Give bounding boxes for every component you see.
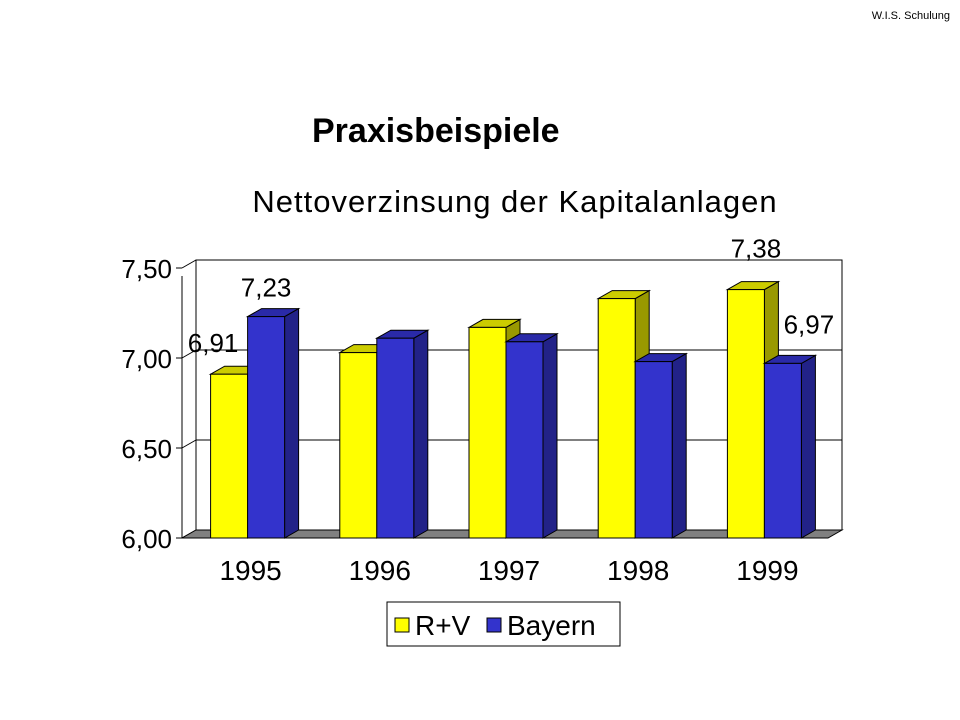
legend-label-bayern: Bayern — [507, 610, 596, 641]
bar-bayern-1996-side — [413, 329, 429, 539]
data-label: 7,38 — [731, 234, 782, 264]
chart-title: Nettoverzinsung der Kapitalanlagen — [252, 184, 777, 219]
data-label: 6,91 — [188, 328, 239, 358]
x-tick-label: 1996 — [349, 555, 411, 586]
bar-rv-1995 — [210, 373, 249, 539]
x-tick-label: 1999 — [736, 555, 798, 586]
y-tick-label: 6,50 — [121, 434, 172, 464]
legend-swatch-bayern — [486, 617, 502, 633]
bar-bayern-1998 — [634, 361, 673, 539]
header-note: W.I.S. Schulung — [871, 10, 950, 22]
bar-bayern-1999 — [763, 362, 802, 539]
bar-bayern-1995 — [247, 316, 286, 539]
page-title: Praxisbeispiele — [312, 112, 560, 150]
y-tick-label: 7,00 — [121, 344, 172, 374]
gridline-diagonal — [181, 439, 197, 449]
y-tick-label: 6,00 — [121, 524, 172, 554]
legend-label-rv: R+V — [415, 610, 471, 641]
bar-rv-1997 — [468, 326, 507, 539]
data-label: 7,23 — [241, 273, 292, 303]
y-tick-label: 7,50 — [121, 254, 172, 284]
legend-swatch-rv — [394, 617, 410, 633]
bar-bayern-1999-side — [800, 354, 816, 539]
legend-box — [386, 601, 621, 647]
bar-bayern-1998-side — [671, 352, 687, 539]
gridline-diagonal — [181, 259, 197, 269]
data-label: 6,97 — [784, 309, 835, 339]
bar-bayern-1997-side — [542, 332, 558, 539]
bar-rv-1996 — [339, 352, 378, 539]
legend: R+V Bayern — [386, 601, 621, 647]
bar-rv-1998 — [597, 298, 636, 539]
bar-rv-1999 — [726, 289, 765, 539]
x-tick-label: 1995 — [219, 555, 281, 586]
bar-bayern-1997 — [505, 341, 544, 539]
bar-bayern-1996 — [376, 337, 415, 539]
gridline-diagonal — [181, 349, 197, 359]
bar-bayern-1995-side — [284, 307, 300, 539]
x-tick-label: 1998 — [607, 555, 669, 586]
x-tick-label: 1997 — [478, 555, 540, 586]
